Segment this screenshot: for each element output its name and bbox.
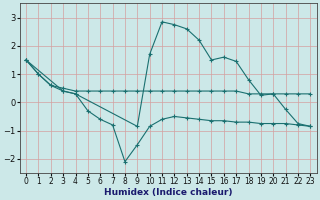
X-axis label: Humidex (Indice chaleur): Humidex (Indice chaleur) — [104, 188, 232, 197]
